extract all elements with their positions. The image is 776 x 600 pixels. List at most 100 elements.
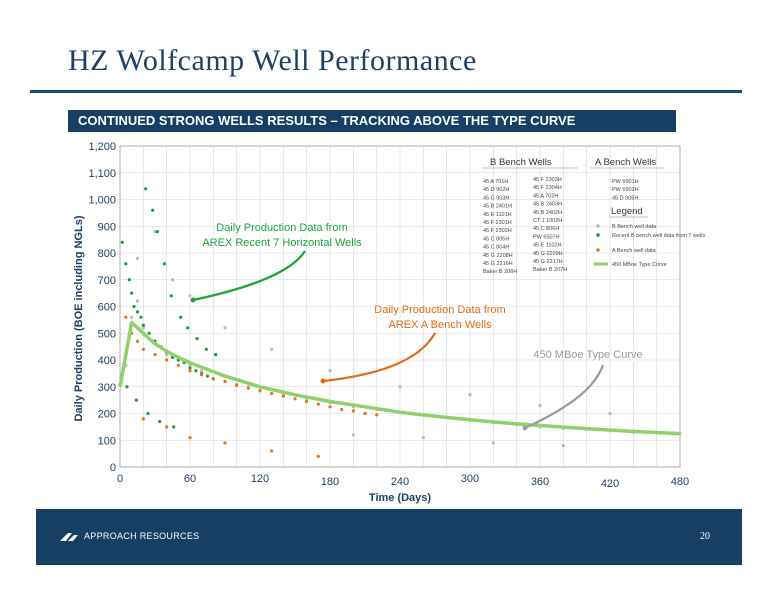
production-chart: 01002003004005006007008009001,0001,1001,… (73, 141, 705, 504)
a-bench-point (165, 425, 169, 429)
legend-entry: A Bench well data (612, 248, 657, 254)
y-tick-label: 1,000 (88, 195, 116, 207)
a-bench-point (316, 454, 320, 458)
b-bench-well-name: 45 B 2403H (533, 202, 562, 208)
b-bench-point (328, 369, 332, 373)
legend-title: Legend (611, 206, 643, 217)
b-bench-point (165, 353, 169, 357)
recent-b-bench-point (188, 366, 192, 370)
a-bench-point (165, 358, 169, 362)
b-bench-well-name: 45 F 2302H (483, 228, 512, 234)
a-bench-point (200, 373, 204, 377)
annotation-arrowhead (320, 378, 326, 384)
a-bench-point (351, 409, 355, 413)
recent-b-bench-point (146, 411, 150, 416)
y-tick-label: 900 (98, 221, 116, 233)
y-axis-label: Daily Production (BOE including NGLs) (73, 215, 85, 421)
b-bench-well-name: 45 E 1102H (533, 243, 562, 249)
b-bench-well-name: 45 B 2402H (533, 210, 562, 216)
a-bench-point (328, 405, 332, 409)
recent-b-bench-point (169, 294, 173, 298)
a-bench-point (246, 386, 250, 390)
b-bench-well-name: 45 C 903H (483, 195, 509, 201)
b-bench-well-name: CT J 1002H (533, 218, 562, 224)
a-bench-point (316, 402, 320, 406)
a-bench-point (153, 353, 157, 357)
recent-b-bench-point (130, 291, 134, 295)
a-bench-point (363, 411, 367, 416)
b-bench-well-name: 45 F 2304H (533, 185, 562, 191)
page-number: 20 (700, 531, 710, 542)
recent-b-bench-point (186, 326, 190, 330)
b-bench-well-name: 45 A 701H (483, 179, 508, 185)
y-tick-label: 800 (98, 248, 116, 260)
a-bench-point (305, 399, 309, 404)
y-tick-label: 600 (98, 302, 116, 314)
recent-b-bench-point (158, 419, 162, 424)
a-bench-well-name: PW 6501H (612, 179, 639, 185)
x-axis-label: Time (Days) (369, 492, 431, 504)
recent-b-bench-point (162, 262, 166, 266)
x-tick-label: 480 (671, 476, 689, 488)
b-bench-point (398, 385, 402, 389)
a-bench-well-name: 45 D 905H (612, 195, 638, 201)
a-bench-point (188, 369, 192, 373)
recent-b-bench-point (141, 323, 145, 327)
b-bench-well-name: 45 C 804H (483, 245, 509, 251)
y-tick-label: 300 (98, 382, 116, 394)
annotation-arrowhead (522, 425, 528, 431)
x-tick-label: 0 (117, 473, 123, 485)
recent-b-bench-point (125, 385, 129, 389)
b-bench-point (141, 326, 145, 330)
recent-b-bench-point (139, 315, 143, 319)
a-bench-point (293, 397, 297, 401)
legend-swatch-point (596, 224, 600, 228)
recent-b-bench-point (135, 310, 140, 314)
b-bench-point (135, 256, 140, 260)
legend-entry: 450 MBoe Type Curve (612, 262, 667, 268)
legend-swatch-point (596, 233, 600, 237)
b-bench-point (130, 315, 134, 319)
recent-b-bench-point (172, 425, 176, 429)
b-bench-well-name: Baker B 207H (533, 267, 567, 273)
y-tick-label: 500 (98, 328, 116, 340)
a-bench-point (141, 417, 145, 421)
recent-b-bench-point (124, 262, 128, 266)
b-bench-well-name: Baker B 206H (483, 269, 517, 275)
a-bench-point (270, 449, 274, 453)
a-bench-point (375, 413, 379, 417)
b-bench-point (538, 403, 542, 408)
b-bench-point (200, 369, 204, 373)
recent-b-bench-point (147, 331, 151, 335)
recent-b-bench-point (132, 304, 136, 309)
b-bench-point (135, 299, 140, 303)
legend-entry: Recent B bench well data from 7 wells (612, 233, 705, 239)
a-bench-point (281, 394, 285, 398)
b-bench-well-name: 45 G 2209H (533, 251, 563, 257)
b-bench-title: B Bench Wells (490, 157, 552, 168)
y-tick-label: 100 (98, 435, 116, 447)
recent-b-bench-point (179, 315, 183, 319)
b-bench-point (561, 444, 565, 448)
slide-banner: CONTINUED STRONG WELLS RESULTS – TRACKIN… (68, 110, 676, 132)
legend-entry: B Bench well data (612, 224, 657, 230)
b-bench-point (223, 326, 227, 330)
b-bench-well-name: 45 F 2301H (483, 220, 512, 226)
a-bench-point (124, 315, 128, 319)
b-bench-well-name: 45 E 1101H (483, 212, 512, 218)
recent-b-bench-point (195, 337, 199, 341)
annotation-arrowhead (190, 297, 196, 303)
b-bench-well-name: 45 C 806H (533, 226, 559, 232)
footer-company-name: APPROACH RESOURCES (84, 531, 200, 541)
a-bench-point (223, 379, 227, 383)
b-bench-well-name: 45 A 702H (533, 193, 558, 199)
a-bench-point (223, 441, 227, 445)
footer-bar (36, 509, 742, 565)
a-bench-point (340, 407, 344, 412)
y-tick-label: 1,200 (88, 141, 116, 153)
recent-b-bench-point (214, 353, 218, 357)
annotation-arrow (524, 364, 605, 429)
a-bench-point (141, 347, 145, 351)
recent-b-bench-point (134, 398, 138, 402)
recent-b-bench-point (194, 369, 198, 373)
